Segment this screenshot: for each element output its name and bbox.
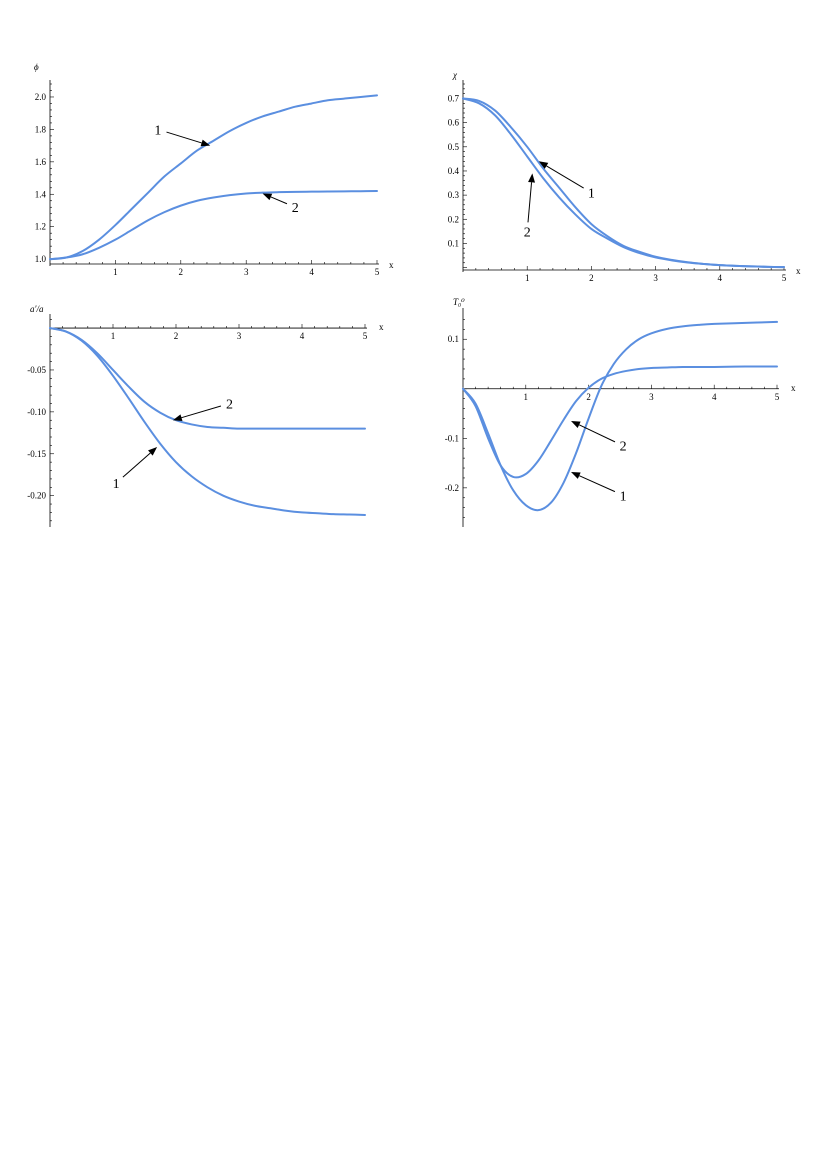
y-tick-label: 0.3 (448, 190, 460, 200)
x-tick-label: 3 (244, 267, 249, 277)
y-tick-label: 1.0 (35, 254, 47, 264)
y-tick-label: 0.1 (448, 334, 459, 344)
chart-t00: 1 2 3 4 5 0.1 -0.1 -0.2 x T₀⁰ 1 2 (445, 297, 796, 527)
x-tick-label: 1 (113, 267, 118, 277)
x-axis-label: x (796, 266, 801, 276)
x-tick-label: 5 (363, 331, 368, 341)
annotation-arrow-head (538, 161, 549, 169)
x-tick-label: 2 (586, 392, 591, 402)
x-axis-label: x (379, 322, 384, 332)
y-tick-label: 0.4 (448, 166, 460, 176)
y-tick-label: -0.10 (27, 407, 46, 417)
annotation-arrow-head (148, 447, 158, 456)
annotation-label-2: 2 (226, 397, 233, 412)
annotation-label-2: 2 (620, 440, 627, 455)
y-tick-label: 1.4 (35, 189, 47, 199)
x-tick-label: 1 (111, 331, 116, 341)
annotation-arrow-head (571, 471, 581, 479)
y-tick-label: 0.6 (448, 118, 460, 128)
annotation-arrow-line (166, 131, 202, 144)
series-line-2 (462, 97, 785, 269)
y-tick-label: 0.7 (448, 93, 460, 103)
x-tick-label: 3 (649, 392, 654, 402)
y-axis-label: χ (452, 70, 458, 80)
annotation-arrow-head (200, 139, 211, 147)
annotation-arrow-line (270, 196, 288, 205)
annotation-arrow-head (528, 173, 536, 183)
annotation-arrow-line (546, 165, 584, 189)
y-tick-label: 1.8 (35, 124, 47, 134)
chart-a-prime-over-a: 1 2 3 4 5 -0.05 -0.10 -0.15 -0.20 x a′/a 1 2 (27, 304, 384, 527)
x-tick-label: 5 (775, 392, 780, 402)
annotation-arrow-line (527, 182, 533, 223)
y-tick-label: 1.2 (35, 222, 46, 232)
y-tick-label: -0.2 (445, 483, 459, 493)
x-tick-label: 4 (718, 273, 723, 283)
annotation-arrow-line (122, 452, 151, 478)
annotation-label-1: 1 (113, 477, 120, 492)
x-tick-label: 2 (174, 331, 179, 341)
x-tick-label: 4 (712, 392, 717, 402)
y-tick-label: -0.20 (27, 491, 46, 501)
chart-phi: 1 2 3 4 5 1.0 1.2 1.4 1.6 1.8 2.0 x ϕ 1 2 (34, 62, 394, 277)
annotation-label-2: 2 (524, 225, 531, 240)
annotation-label-1: 1 (588, 187, 595, 202)
y-tick-label: 0.5 (448, 142, 460, 152)
y-tick-label: 2.0 (35, 92, 47, 102)
series-line-2 (49, 190, 378, 261)
series-line-1 (462, 320, 778, 512)
annotation-arrow-head (571, 420, 581, 429)
chart-chi: 1 2 3 4 5 0.1 0.2 0.3 0.4 0.5 0.6 0.7 x χ 1 2 (448, 70, 801, 283)
y-tick-label: 1.6 (35, 157, 47, 167)
annotation-arrow-line (578, 424, 616, 443)
y-axis-label: ϕ (34, 62, 39, 72)
series-line-2 (49, 327, 366, 430)
annotation-arrow-head (262, 193, 273, 201)
y-tick-label: -0.15 (27, 449, 46, 459)
x-axis-label: x (791, 383, 796, 393)
y-tick-label: 0.2 (448, 214, 459, 224)
x-tick-label: 2 (589, 273, 594, 283)
series-line-1 (49, 327, 366, 516)
x-tick-label: 1 (524, 392, 529, 402)
x-tick-label: 2 (179, 267, 184, 277)
annotation-label-1: 1 (620, 489, 627, 504)
annotation-label-2: 2 (292, 201, 299, 216)
y-tick-label: 0.1 (448, 238, 459, 248)
x-tick-label: 4 (300, 331, 305, 341)
x-tick-label: 3 (653, 273, 658, 283)
y-axis-label: a′/a (30, 304, 44, 314)
annotation-arrow-line (579, 475, 616, 493)
x-tick-label: 5 (375, 267, 380, 277)
y-axis-label: T₀⁰ (453, 297, 465, 307)
x-tick-label: 5 (782, 273, 787, 283)
annotation-arrow-line (181, 405, 222, 419)
y-tick-label: -0.05 (27, 365, 46, 375)
x-tick-label: 1 (525, 273, 530, 283)
x-tick-label: 4 (309, 267, 314, 277)
annotation-label-1: 1 (154, 123, 161, 138)
series-line-1 (49, 94, 378, 261)
y-tick-label: -0.1 (445, 433, 459, 443)
x-tick-label: 3 (237, 331, 242, 341)
series-line-2 (462, 365, 778, 479)
annotation-arrow-head (172, 414, 183, 422)
x-axis-label: x (389, 260, 394, 270)
